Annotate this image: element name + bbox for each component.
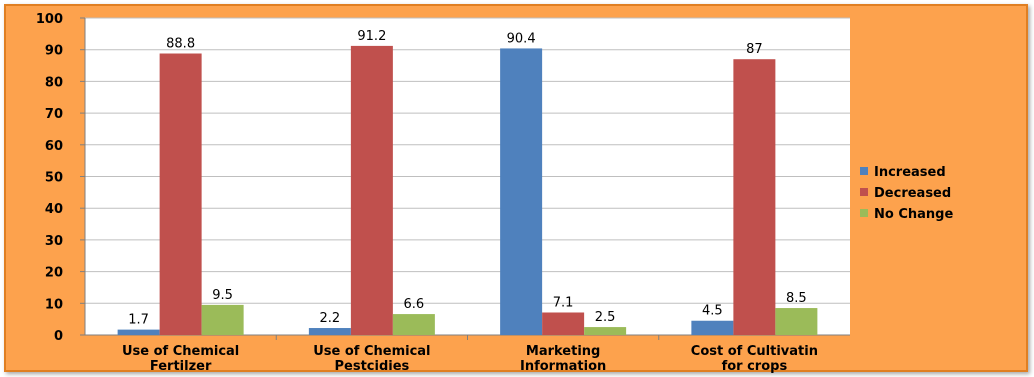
data-label: 4.5 bbox=[702, 304, 723, 319]
x-tick-label: Use of Chemical Fertilzer bbox=[122, 344, 239, 374]
bar bbox=[584, 327, 627, 335]
bar bbox=[775, 308, 818, 335]
bar bbox=[117, 329, 160, 335]
data-label: 91.2 bbox=[357, 29, 386, 44]
x-tick-label: Cost of Cultivatin for crops bbox=[691, 344, 818, 374]
data-label: 7.1 bbox=[553, 295, 574, 310]
bar bbox=[542, 312, 585, 335]
data-label: 88.8 bbox=[166, 37, 195, 52]
x-tick-label: Use of Chemical Pestcidies bbox=[313, 344, 430, 374]
y-tick-label: 0 bbox=[54, 329, 63, 344]
data-label: 6.6 bbox=[404, 297, 425, 312]
y-tick-label: 90 bbox=[45, 44, 63, 59]
y-tick-label: 10 bbox=[45, 297, 63, 312]
bar bbox=[691, 320, 734, 335]
legend-swatch bbox=[860, 188, 868, 196]
y-tick-label: 80 bbox=[45, 75, 63, 90]
y-tick-label: 100 bbox=[36, 12, 63, 27]
x-tick-label: Marketing Information bbox=[520, 344, 606, 374]
data-label: 87 bbox=[746, 42, 763, 57]
y-tick-label: 50 bbox=[45, 171, 63, 186]
data-label: 1.7 bbox=[128, 313, 149, 328]
bar bbox=[350, 45, 393, 336]
legend-label: No Change bbox=[874, 207, 953, 222]
bar bbox=[500, 48, 543, 335]
bar bbox=[392, 314, 435, 335]
data-label: 2.2 bbox=[320, 311, 341, 326]
y-tick-label: 30 bbox=[45, 234, 63, 249]
data-label: 9.5 bbox=[212, 288, 233, 303]
legend-swatch bbox=[860, 167, 868, 175]
legend-label: Decreased bbox=[874, 186, 951, 201]
data-label: 2.5 bbox=[595, 310, 616, 325]
bar bbox=[308, 328, 351, 335]
y-tick-label: 40 bbox=[45, 202, 63, 217]
legend-swatch bbox=[860, 209, 868, 217]
bar bbox=[159, 53, 202, 336]
data-label: 90.4 bbox=[507, 31, 536, 46]
y-tick-label: 20 bbox=[45, 266, 63, 281]
data-label: 8.5 bbox=[786, 291, 807, 306]
bar bbox=[201, 304, 244, 335]
y-tick-label: 60 bbox=[45, 139, 63, 154]
legend-label: Increased bbox=[874, 165, 946, 180]
bar bbox=[733, 59, 776, 336]
y-tick-label: 70 bbox=[45, 107, 63, 122]
